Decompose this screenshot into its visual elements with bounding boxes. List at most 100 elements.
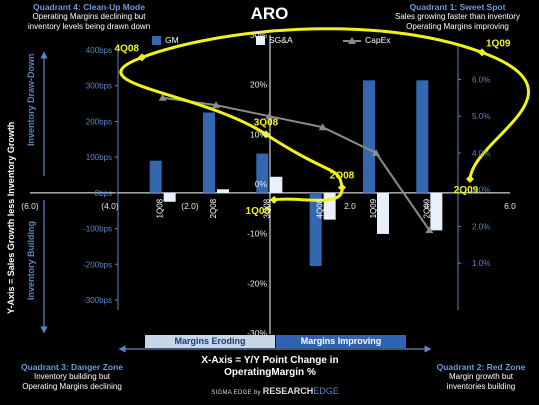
scatter-x-tick-label: 2.0: [344, 201, 356, 211]
left-tick-label: 400bps: [86, 46, 112, 55]
legend-capex-label: CapEx: [365, 35, 391, 45]
footer-sigma: SIGMA EDGE: [211, 390, 252, 396]
scatter-point: [138, 53, 146, 62]
x-axis-title: X-Axis = Y/Y Point Change in OperatingMa…: [170, 355, 370, 379]
quadrant-3-line2: Operating Margins declining: [22, 382, 122, 391]
quadrant-3-line1: Inventory building but: [33, 372, 111, 381]
footer-brand: SIGMA EDGE by RESEARCHEDGE: [200, 386, 350, 396]
quadrant-4-note: Quadrant 4: Clean-Up Mode Operating Marg…: [4, 2, 174, 32]
category-label: 2Q08: [209, 198, 218, 218]
gm-bar: [416, 80, 429, 193]
sga-bar: [430, 192, 443, 231]
left-tick-label: 300bps: [86, 82, 112, 91]
legend-gm: GM: [152, 35, 179, 45]
right-tick-label: 6.0%: [472, 75, 490, 84]
scatter-y-tick-label: -20%: [247, 278, 267, 288]
quadrant-4-line1: Operating Margins declining but: [32, 12, 146, 21]
quadrant-2-line2: inventories building: [446, 382, 516, 391]
legend-gm-swatch: [152, 35, 161, 45]
left-tick-label: 0bps: [95, 189, 112, 198]
scatter-x-tick-label: 6.0: [504, 201, 516, 211]
quadrant-1-note: Quadrant 1: Sweet Spot Sales growing fas…: [380, 2, 535, 32]
gm-bar: [256, 153, 269, 193]
quadrant-4-title: Quadrant 4: Clean-Up Mode: [33, 2, 145, 12]
scatter-point-label: 2Q09: [454, 185, 479, 196]
scatter-point-label: 1Q09: [486, 38, 511, 49]
legend-sga-swatch: [256, 35, 265, 45]
quadrant-1-line2: Operating Margins improving: [406, 22, 509, 31]
category-label: 2Q09: [422, 198, 431, 218]
left-tick-label: -200bps: [83, 260, 112, 269]
scatter-y-tick-label: 0%: [255, 179, 268, 189]
quadrant-2-title: Quadrant 2: Red Zone: [436, 362, 526, 372]
scatter-x-tick-label: (4.0): [101, 201, 119, 211]
footer-research: RESEARCH: [262, 386, 314, 396]
legend-sga: SG&A: [256, 35, 293, 45]
quadrant-2-line1: Margin growth but: [448, 372, 514, 381]
quadrant-3-note: Quadrant 3: Danger Zone Inventory buildi…: [2, 362, 142, 392]
left-tick-label: 100bps: [86, 153, 112, 162]
capex-line: [162, 96, 431, 231]
left-tick-label: -300bps: [83, 296, 112, 305]
gm-bar: [203, 112, 215, 193]
legend-capex-swatch: [343, 36, 361, 44]
capex-marker: [265, 112, 274, 120]
x-axis-title-line2: OperatingMargin %: [224, 367, 316, 378]
capex-marker: [425, 226, 434, 234]
scatter-point: [466, 175, 474, 184]
gm-bar: [309, 192, 322, 267]
left-tick-label: -100bps: [83, 225, 112, 234]
scatter-y-tick-label: -30%: [247, 328, 267, 338]
scatter-y-tick-label: 20%: [250, 80, 267, 90]
quadrant-1-title: Quadrant 1: Sweet Spot: [409, 2, 506, 12]
sga-bar: [217, 189, 229, 193]
scatter-point: [478, 48, 486, 57]
sga-bar: [270, 176, 283, 193]
legend-sga-label: SG&A: [269, 35, 293, 45]
legend-gm-label: GM: [165, 35, 179, 45]
legend-capex: CapEx: [343, 35, 391, 45]
sga-bar: [163, 192, 176, 202]
chart-title: ARO: [250, 4, 289, 23]
right-tick-label: 4.0%: [472, 149, 490, 158]
sga-bar: [323, 192, 336, 220]
scatter-x-tick-label: -: [269, 201, 272, 211]
right-tick-label: 5.0%: [472, 112, 490, 121]
right-tick-label: 2.0%: [472, 222, 490, 231]
x-axis-title-line1: X-Axis = Y/Y Point Change in: [201, 355, 339, 366]
capex-marker: [318, 123, 327, 131]
left-tick-label: 200bps: [86, 117, 112, 126]
right-tick-label: 1.0%: [472, 259, 490, 268]
scatter-x-tick-label: 4.0: [424, 201, 436, 211]
scatter-x-tick-label: (2.0): [181, 201, 199, 211]
quadrant-2-note: Quadrant 2: Red Zone Margin growth but i…: [425, 362, 537, 392]
footer-by: by: [253, 390, 261, 396]
quadrant-4-line2: inventory levels being drawn down: [27, 22, 151, 31]
scatter-x-tick-label: (6.0): [21, 201, 39, 211]
scatter-point-label: 4Q08: [115, 43, 140, 54]
gm-bar: [149, 160, 162, 193]
gm-bar: [363, 80, 375, 193]
scatter-point: [338, 183, 346, 192]
scatter-point-label: 2Q08: [330, 170, 355, 181]
margins-improving-band: Margins Improving: [276, 335, 406, 348]
scatter-point-label: 1Q08: [246, 206, 271, 217]
quadrant-3-title: Quadrant 3: Danger Zone: [20, 362, 123, 372]
category-label: 3Q08: [262, 198, 271, 218]
right-tick-label: 3.0%: [472, 186, 490, 195]
sga-bar: [377, 192, 389, 234]
margins-eroding-band: Margins Eroding: [145, 335, 275, 348]
category-label: 1Q09: [369, 198, 378, 218]
capex-marker: [212, 101, 220, 109]
scatter-y-tick-label: 30%: [250, 30, 267, 40]
category-label: 4Q08: [316, 198, 325, 218]
capex-marker: [158, 93, 167, 101]
capex-marker: [372, 148, 380, 156]
scatter-y-tick-label: -10%: [247, 229, 267, 239]
footer-edge: EDGE: [313, 386, 339, 396]
scatter-point: [262, 130, 270, 139]
quadrant-1-line1: Sales growing faster than inventory: [395, 12, 520, 21]
scatter-point: [270, 195, 278, 204]
quarter-path-line: [119, 27, 530, 202]
